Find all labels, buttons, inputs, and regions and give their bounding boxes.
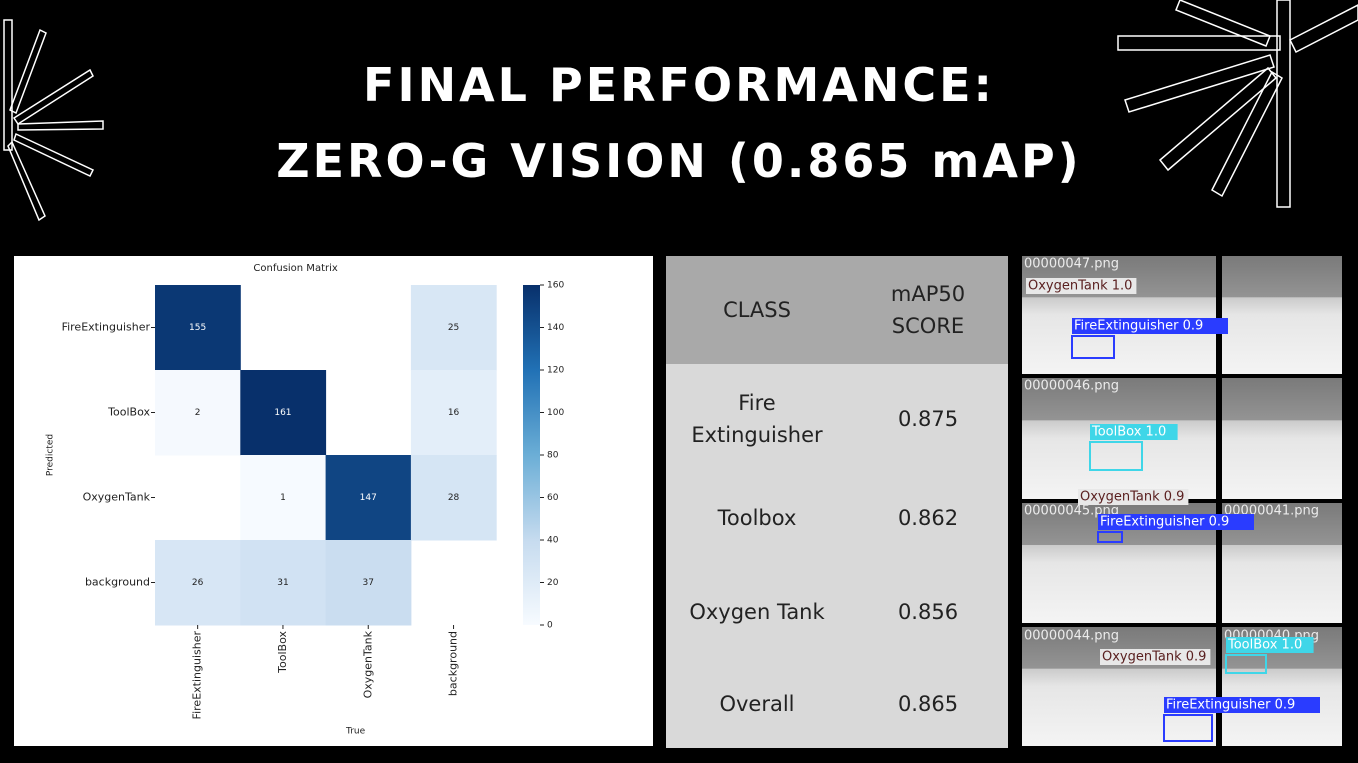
cell-label: 1 [280,493,286,503]
tile-wall [1022,378,1216,421]
cell-label: 2 [195,408,201,418]
table-cell: 0.856 [897,600,959,624]
colorbar-tick-label: 40 [547,536,559,546]
header-row: CLASS mAP50 SCORE [666,256,1008,364]
heatmap-cell [155,285,241,371]
score-table: CLASS mAP50 SCORE Fire Extinguisher 0.875… [666,256,1008,748]
heatmap-cell [410,285,497,371]
detection-label-bg [1226,637,1314,653]
detection-label-bg [1072,318,1228,334]
table-row: Overall 0.865 [666,660,1008,748]
title-line: FINAL PERFORMANCE: [363,58,995,112]
detection-label-bg [1100,649,1211,665]
detection-box [1163,714,1213,742]
starburst-left [3,19,104,222]
colorbar-tick-label: 140 [547,323,564,333]
title-line: ZERO-G VISION (0.865 mAP) [276,134,1082,188]
table-row: Toolbox 0.862 [666,472,1008,564]
colorbar-tick-label: 20 [547,578,559,588]
starburst-right [1117,0,1358,208]
cell-label: 31 [277,578,288,588]
detection-box [1225,654,1267,674]
file-name: 00000046.png [1024,379,1119,394]
detection-label-bg [1098,514,1254,530]
table-cell: Toolbox [717,506,797,530]
cell-label: 161 [274,408,291,418]
colorbar-tick-label: 120 [547,366,564,376]
header-cell: mAP50 SCORE [890,282,966,338]
heatmap-cell [240,455,327,541]
chart-title: Confusion Matrix [253,263,337,274]
table-row: Fire Extinguisher 0.875 [666,364,1008,474]
y-tick-label: FireExtinguisher [62,321,151,334]
cell-label: 155 [189,323,206,333]
cell-label: 16 [448,408,460,418]
file-name: 00000047.png [1024,257,1119,272]
table-cell: 0.875 [897,407,959,431]
tile-wall [1222,256,1342,298]
heatmap-cell [325,540,412,626]
detection-label: FireExtinguisher 0.9 [1100,515,1229,530]
colorbar [523,285,540,625]
cell-label: 147 [360,493,377,503]
header-cell: CLASS [723,298,791,322]
detection-label: OxygenTank 1.0 [1028,279,1132,294]
x-tick-label: OxygenTank [361,630,374,698]
cell-label: 28 [448,493,460,503]
heatmap-cell [410,455,497,541]
table-cell: Overall [719,692,795,716]
heatmap-cell [155,540,241,626]
table-cell: Oxygen Tank [689,600,825,624]
colorbar-tick-label: 100 [547,408,564,418]
table-cell: Fire Extinguisher [691,391,823,447]
y-tick-label: background [85,576,150,589]
detection-image: 00000047.png 00000046.png 00000045.png 0000… [1022,256,1342,746]
cell-label: 26 [192,578,204,588]
detection-box [1097,531,1123,543]
detection-label-bg [1078,489,1189,505]
detection-label: ToolBox 1.0 [1091,425,1166,440]
table-cell: 0.865 [897,692,959,716]
detection-box [1089,441,1143,471]
table-row: Oxygen Tank 0.856 [666,564,1008,660]
detection-label: OxygenTank 0.9 [1080,490,1184,505]
y-tick-label: ToolBox [107,406,150,419]
heatmap-cell [240,370,327,456]
detection-label: FireExtinguisher 0.9 [1166,698,1295,713]
detection-label-bg [1164,697,1320,713]
table-cell: 0.862 [897,506,959,530]
y-tick-label: OxygenTank [83,491,151,504]
tile-wall [1222,378,1342,421]
colorbar-tick-label: 80 [547,451,559,461]
file-name: 00000045.png [1024,504,1119,519]
colorbar-tick-label: 160 [547,281,564,291]
x-tick-label: FireExtinguisher [191,631,204,720]
x-axis-label: True [345,727,366,737]
file-name: 00000044.png [1024,629,1119,644]
x-tick-label: background [447,631,460,696]
heatmap-cell [240,540,327,626]
x-tick-label: ToolBox [276,631,289,674]
cell-label: 25 [448,323,459,333]
heatmap-cell [410,370,497,456]
heatmap-cell [155,370,241,456]
y-axis-label: Predicted [46,434,56,476]
detection-label: ToolBox 1.0 [1227,638,1302,653]
detection-label: FireExtinguisher 0.9 [1074,319,1203,334]
detection-box [1071,335,1115,359]
heatmap-cell [325,455,412,541]
colorbar-tick-label: 60 [547,493,559,503]
cell-label: 37 [363,578,374,588]
detection-label: OxygenTank 0.9 [1102,650,1206,665]
detection-label-bg [1026,278,1137,294]
detection-label-bg [1090,424,1178,440]
colorbar-tick-label: 0 [547,621,553,631]
